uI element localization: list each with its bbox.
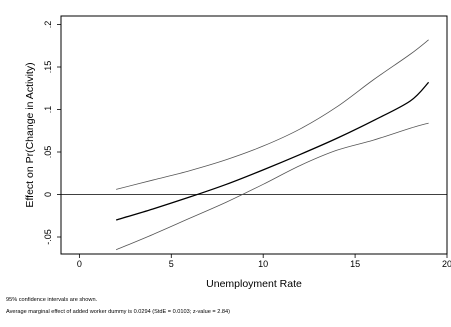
series-layer	[61, 39, 447, 251]
plot-frame	[60, 15, 448, 255]
y-tick-label: .05	[43, 146, 53, 159]
x-tick-label: 15	[350, 259, 360, 269]
x-tick-label: 5	[169, 259, 174, 269]
series-line-estimate	[115, 81, 430, 221]
average-marginal-effect-note: Average marginal effect of added worker …	[6, 309, 230, 315]
series-line-lower-ci	[115, 122, 429, 251]
x-axis-title: Unemployment Rate	[206, 278, 302, 290]
y-tick-label: 0	[43, 192, 53, 197]
y-axis-title: Effect on Pr(Change in Activity)	[24, 62, 36, 207]
x-tick-label: 20	[442, 259, 451, 269]
x-tick-label: 0	[77, 259, 82, 269]
series-line-upper-ci	[116, 39, 429, 190]
confidence-interval-note: 95% confidence intervals are shown.	[6, 297, 98, 303]
y-tick-label: .1	[43, 106, 53, 114]
y-tick-label: -.05	[43, 229, 53, 245]
ticks-layer: 0 5 10 15 20 -.05 0 .05 .1 .15 .2	[43, 21, 451, 269]
y-tick-label: .2	[43, 21, 53, 29]
y-tick-label: .15	[43, 61, 53, 74]
x-tick-label: 10	[258, 259, 268, 269]
